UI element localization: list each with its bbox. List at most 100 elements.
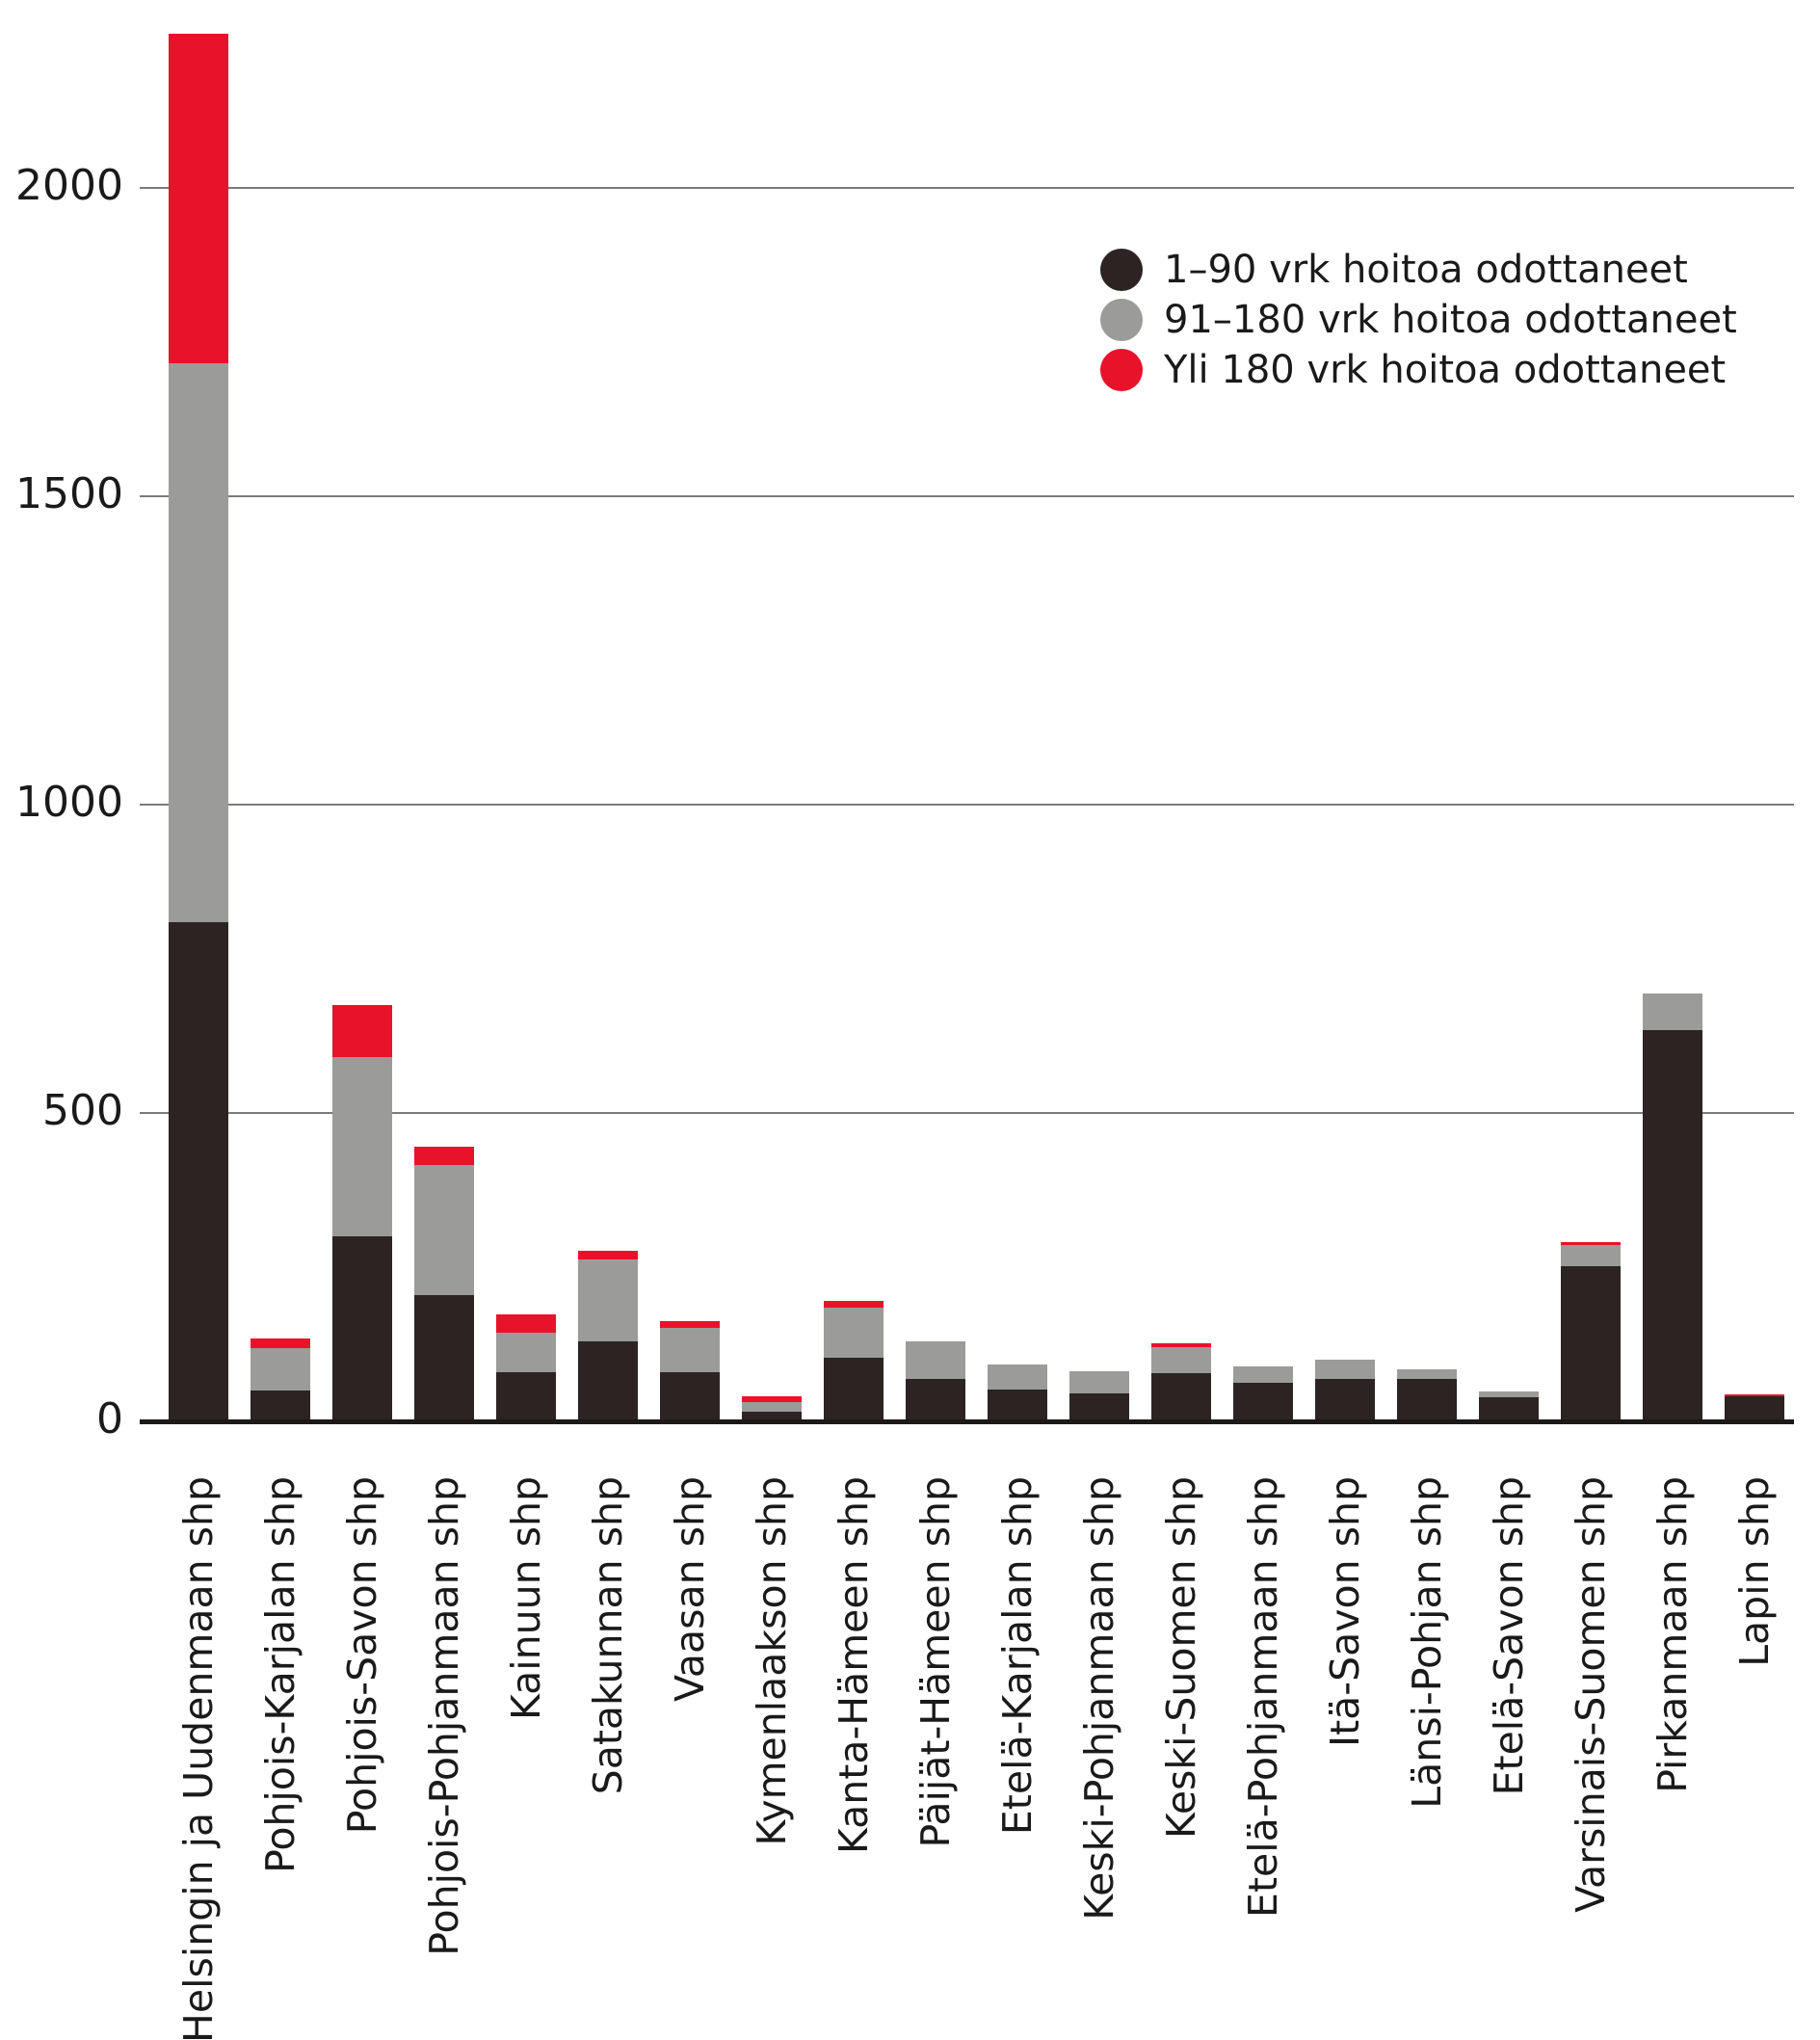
bar-4 [414,1147,474,1421]
bar-18 [1561,1242,1621,1421]
bar-4-segment-1 [414,1294,474,1421]
x-axis-label-7: Vaasan shp [667,1476,713,1702]
bar-3-segment-3 [332,1005,392,1058]
bar-10-segment-1 [906,1378,965,1421]
bar-14-segment-2 [1233,1366,1293,1384]
bar-11-segment-2 [988,1364,1047,1390]
x-axis-label-10: Päijät-Hämeen shp [912,1476,959,1848]
bar-8-segment-1 [742,1412,802,1421]
bar-12 [1069,1371,1129,1421]
x-axis-label-16: Länsi-Pohjan shp [1404,1476,1450,1809]
bar-12-segment-1 [1069,1392,1129,1421]
bar-18-segment-2 [1561,1244,1621,1266]
gridline-y-1000 [140,804,1794,806]
bar-20-segment-1 [1725,1396,1784,1421]
bar-5-segment-2 [496,1332,556,1372]
bar-2-segment-3 [251,1338,310,1348]
x-axis-label-4: Pohjois-Pohjanmaan shp [421,1476,467,1956]
x-axis-label-6: Satakunnan shp [585,1476,631,1795]
x-axis-label-14: Etelä-Pohjanmaan shp [1240,1476,1286,1918]
bar-13-segment-2 [1151,1347,1211,1374]
bar-6 [578,1251,638,1421]
bar-18-segment-3 [1561,1242,1621,1245]
bar-19-segment-1 [1643,1029,1702,1421]
bar-10-segment-2 [906,1341,965,1379]
bar-1-segment-2 [169,363,228,922]
legend-label-3: Yli 180 vrk hoitoa odottaneet [1164,348,1727,392]
bar-19-segment-2 [1643,993,1702,1030]
bar-17-segment-2 [1479,1391,1539,1398]
legend-row-2: 91–180 vrk hoitoa odottaneet [1100,295,1737,345]
bar-16-segment-1 [1397,1379,1457,1421]
legend-row-1: 1–90 vrk hoitoa odottaneet [1100,245,1737,295]
bar-1-segment-1 [169,921,228,1421]
legend-circle-icon-2 [1100,299,1143,341]
bar-11 [988,1364,1047,1421]
legend-circle-icon-1 [1100,249,1143,291]
x-axis-label-12: Keski-Pohjanmaan shp [1076,1476,1122,1921]
bar-17-segment-1 [1479,1397,1539,1421]
bar-7-segment-2 [660,1328,720,1372]
gridline-y-500 [140,1112,1794,1114]
bar-7-segment-1 [660,1371,720,1421]
x-axis-label-19: Pirkanmaan shp [1649,1476,1696,1793]
bar-13-segment-1 [1151,1373,1211,1421]
bar-5-segment-3 [496,1313,556,1333]
bar-2-segment-1 [251,1390,310,1421]
x-axis-label-9: Kanta-Hämeen shp [831,1476,877,1855]
x-axis-label-5: Kainuun shp [503,1476,549,1721]
bar-2-segment-2 [251,1347,310,1391]
x-axis-label-1: Helsingin ja Uudenmaan shp [175,1476,222,2040]
bar-1 [169,34,228,1421]
x-axis-label-13: Keski-Suomen shp [1158,1476,1204,1840]
gridline-y-1500 [140,495,1794,497]
bar-15 [1315,1360,1375,1421]
bar-17 [1479,1391,1539,1421]
bar-2 [251,1338,310,1421]
bar-8-segment-2 [742,1401,802,1413]
bar-3-segment-1 [332,1236,392,1421]
legend-label-1: 1–90 vrk hoitoa odottaneet [1164,248,1688,292]
bar-18-segment-1 [1561,1265,1621,1421]
bar-6-segment-2 [578,1259,638,1342]
x-axis-label-17: Etelä-Savon shp [1486,1476,1532,1796]
y-axis-tick-label: 500 [42,1086,123,1135]
x-axis-label-11: Etelä-Karjalan shp [994,1476,1041,1836]
bar-5 [496,1313,556,1421]
bar-9 [824,1300,884,1421]
bar-7-segment-3 [660,1321,720,1329]
bar-15-segment-2 [1315,1360,1375,1379]
bar-9-segment-2 [824,1307,884,1359]
bar-14-segment-1 [1233,1383,1293,1421]
x-axis-label-20: Lapin shp [1731,1476,1778,1667]
bar-9-segment-1 [824,1358,884,1421]
bar-4-segment-2 [414,1164,474,1295]
x-axis-label-2: Pohjois-Karjalan shp [257,1476,303,1873]
x-axis-label-15: Itä-Savon shp [1322,1476,1368,1747]
bar-19 [1643,993,1702,1421]
bar-14 [1233,1366,1293,1421]
bar-6-segment-1 [578,1341,638,1421]
bar-13-segment-3 [1151,1342,1211,1348]
y-axis-tick-label: 1000 [15,778,123,827]
bar-12-segment-2 [1069,1371,1129,1393]
bar-9-segment-3 [824,1300,884,1308]
x-axis-label-8: Kymenlaakson shp [749,1476,795,1846]
bar-16 [1397,1368,1457,1421]
legend: 1–90 vrk hoitoa odottaneet 91–180 vrk hoi… [1100,245,1737,395]
bar-13 [1151,1342,1211,1421]
bar-8 [742,1395,802,1421]
bar-7 [660,1321,720,1421]
bar-8-segment-3 [742,1395,802,1402]
y-axis-tick-label: 2000 [15,161,123,210]
bar-3-segment-2 [332,1057,392,1236]
bar-1-segment-3 [169,34,228,364]
bar-3 [332,1005,392,1421]
legend-row-3: Yli 180 vrk hoitoa odottaneet [1100,345,1737,395]
bar-20 [1725,1394,1784,1421]
bar-6-segment-3 [578,1251,638,1260]
gridline-y-2000 [140,187,1794,189]
x-axis-label-3: Pohjois-Savon shp [339,1476,385,1835]
bar-11-segment-1 [988,1389,1047,1421]
